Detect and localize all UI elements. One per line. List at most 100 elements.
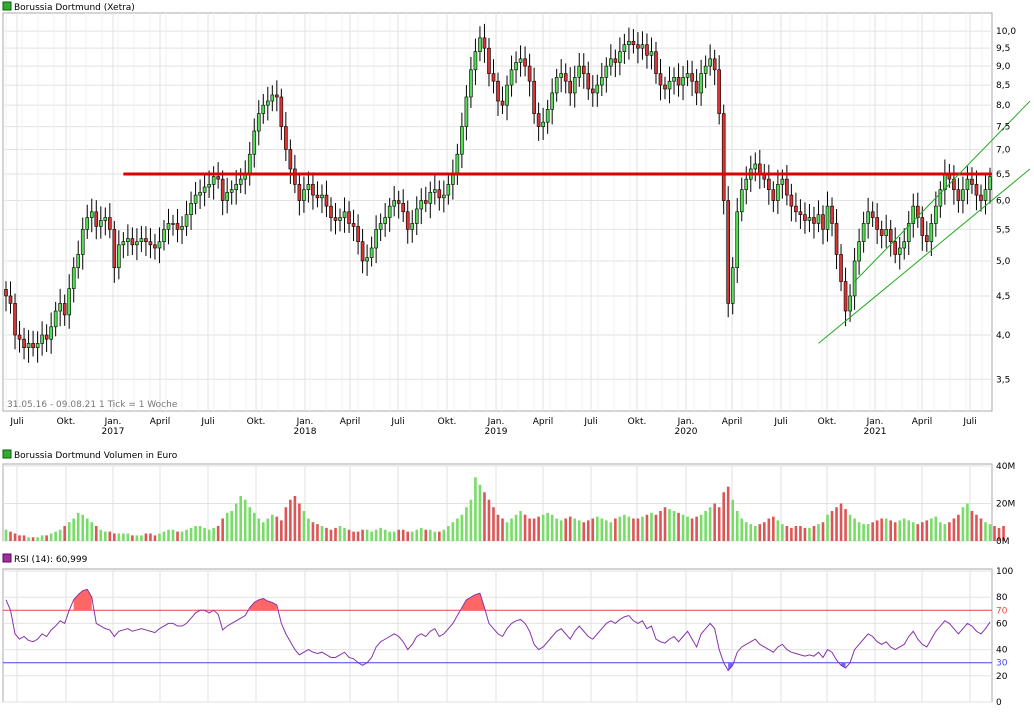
candle-down [974,184,979,196]
candle-down [645,44,649,56]
x-tick-label: Okt. [818,417,837,427]
candle-down [721,113,726,201]
volume-bar [618,516,622,541]
volume-bar [117,533,121,541]
candle-up [703,65,708,74]
volume-bar [311,522,315,541]
volume-bar [203,527,206,541]
volume-bar [207,529,211,541]
volume-bar [361,529,364,541]
candle-up [103,217,108,221]
volume-bar [541,514,545,541]
x-tick-label: Okt. [438,417,457,427]
volume-bar [469,499,473,541]
candle-up [225,192,229,201]
candle-down [62,303,67,316]
price-panel-title: Borussia Dortmund (Xetra) [14,3,135,13]
candle-down [613,58,618,63]
candle-up [735,211,740,269]
candle-down [153,244,157,249]
volume-bar [857,522,861,541]
volume-bar [749,524,753,541]
candle-up [302,189,306,201]
volume-bar [979,518,983,541]
rsi-legend-swatch [2,553,12,563]
candle-up [121,241,126,246]
candle-down [487,47,491,74]
volume-y-tick-label: 40M [996,462,1015,472]
x-tick-label: Jan. [296,417,314,427]
candle-up [667,80,672,90]
candle-down [979,194,983,201]
candle-up [884,229,888,236]
x-tick-label: Jan. [677,417,695,427]
candle-up [902,241,907,249]
volume-bar [704,511,707,541]
candle-up [265,100,270,106]
candle-down [527,65,532,82]
volume-bar [365,529,369,541]
candle-up [365,257,369,262]
volume-bar [234,503,238,541]
x-year-label: 2020 [675,427,698,437]
x-year-label: 2017 [102,427,125,437]
volume-bar [171,529,175,541]
volume-legend-swatch [2,449,12,459]
volume-bar [573,518,577,541]
volume-bar [438,531,441,541]
volume-bar [893,522,897,541]
candle-up [261,104,266,114]
candle-down [821,214,825,230]
volume-bar [72,518,76,541]
volume-bar [212,527,215,541]
volume-bar [948,522,951,541]
volume-bar [316,524,319,541]
volume-bar [370,531,373,541]
candle-up [80,229,85,255]
volume-bar [189,527,193,541]
volume-bar [338,526,342,541]
volume-y-tick-label: 0M [996,537,1010,547]
candle-up [866,211,870,224]
volume-bar [176,531,179,541]
volume-bar [898,520,902,541]
candle-down [297,184,302,201]
volume-bar [695,516,698,541]
price-trendlines [123,100,1031,344]
candle-down [405,211,410,230]
rsi-overbought-area [461,593,485,611]
volume-bar [31,537,35,541]
candle-up [369,247,374,259]
volume-bar [289,499,292,541]
candle-down [496,80,500,102]
volume-bar [487,499,491,541]
candle-down [843,281,848,312]
rsi-panel-title: RSI (14): 60,999 [14,555,88,565]
volume-bar [559,520,563,541]
candle-down [333,217,338,221]
volume-bar [433,531,437,541]
candle-up [473,51,478,71]
volume-bar [600,518,604,541]
volume-bar [76,512,80,541]
candle-up [338,217,342,221]
x-year-label: 2018 [294,427,317,437]
volume-bar [568,516,572,541]
candle-down [130,238,135,246]
volume-bar [753,526,757,541]
x-tick-label: April [150,417,171,427]
candle-down [329,205,333,218]
candle-up [270,94,275,102]
candle-up [929,223,934,242]
x-year-label: 2021 [864,427,887,437]
candle-up [934,205,938,224]
volume-bar [501,518,504,541]
volume-bar [63,526,66,541]
candle-up [595,84,600,94]
candle-up [383,217,387,224]
volume-bar [889,520,892,541]
candle-down [22,338,26,348]
candle-up [414,208,419,224]
price-y-tick-label: 6,5 [996,170,1010,180]
volume-bar [293,496,297,541]
